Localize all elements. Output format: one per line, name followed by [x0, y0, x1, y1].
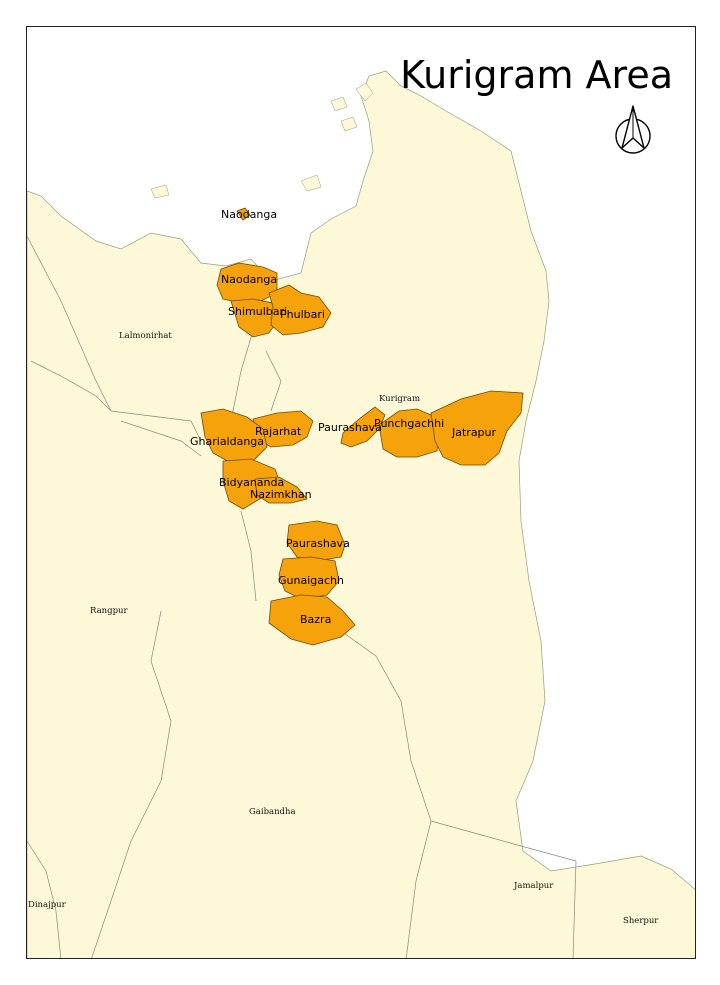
- district-label: Jamalpur: [513, 881, 554, 891]
- union-labels: Naodanga Naodanga Shimulbari Phulbari Ra…: [190, 208, 497, 626]
- char-island: [330, 96, 348, 112]
- union-label: Naodanga: [221, 208, 277, 221]
- north-arrow-icon: [615, 105, 651, 154]
- union-jatrapur[interactable]: [430, 390, 524, 466]
- union-nazimkhan[interactable]: [254, 476, 308, 504]
- union-label: Nazimkhan: [250, 488, 312, 501]
- union-label: Paurashava: [318, 421, 382, 434]
- union-label: Gharialdanga: [190, 435, 264, 448]
- land-layer: [27, 70, 695, 958]
- union-naodanga-enclave[interactable]: [236, 207, 251, 221]
- mainland-region: [27, 70, 695, 958]
- union-naodanga[interactable]: [216, 262, 278, 304]
- union-bazra[interactable]: [268, 594, 356, 646]
- district-label: Sherpur: [623, 916, 659, 926]
- union-polygons: [200, 207, 524, 646]
- map-title: Kurigram Area: [400, 53, 673, 97]
- union-label: Jatrapur: [451, 426, 497, 439]
- district-label: Rangpur: [90, 606, 128, 616]
- union-label: Rajarhat: [255, 425, 302, 438]
- char-island: [150, 184, 170, 199]
- union-label: Shimulbari: [228, 305, 287, 318]
- district-label: Gaibandha: [249, 807, 296, 817]
- union-label: Naodanga: [221, 273, 277, 286]
- char-island: [355, 82, 374, 102]
- map-frame: Naodanga Naodanga Shimulbari Phulbari Ra…: [26, 26, 696, 959]
- union-gunaigachh[interactable]: [278, 556, 340, 600]
- union-paurashava-ulipur[interactable]: [286, 520, 346, 562]
- union-label: Punchgachhi: [374, 417, 444, 430]
- map-canvas[interactable]: Naodanga Naodanga Shimulbari Phulbari Ra…: [27, 27, 696, 959]
- district-label: Lalmonirhat: [119, 331, 172, 341]
- union-phulbari[interactable]: [268, 284, 332, 336]
- union-label: Phulbari: [280, 308, 325, 321]
- union-label: Bidyananda: [219, 476, 284, 489]
- union-paurashava-kurigram[interactable]: [340, 406, 386, 448]
- union-label: Bazra: [300, 613, 331, 626]
- union-label: Paurashava: [286, 537, 350, 550]
- union-gharialdanga[interactable]: [200, 408, 268, 464]
- char-island: [300, 174, 322, 192]
- district-labels: Lalmonirhat Kurigram Rangpur Gaibandha J…: [28, 331, 659, 926]
- district-boundaries: [27, 235, 577, 958]
- char-island: [340, 116, 358, 132]
- district-label: Kurigram: [379, 394, 420, 404]
- union-label: Gunaigachh: [278, 574, 344, 587]
- district-label: Dinajpur: [28, 900, 67, 910]
